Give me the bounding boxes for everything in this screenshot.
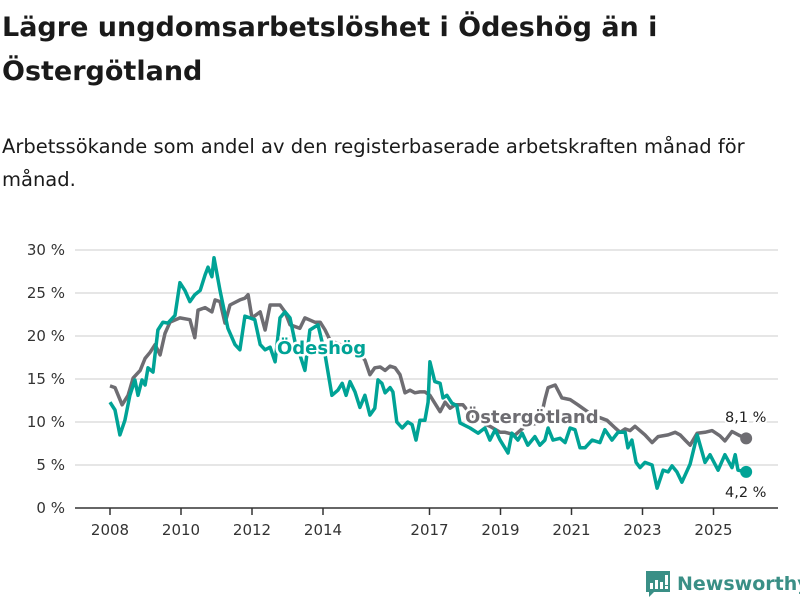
x-tick-label: 2010 xyxy=(162,521,200,539)
x-tick-label: 2023 xyxy=(623,521,661,539)
series-line-ostergotland xyxy=(109,292,747,447)
y-tick-label: 25 % xyxy=(27,284,65,302)
newsworthy-logo-icon xyxy=(646,571,670,597)
brand-name: Newsworthy xyxy=(677,573,800,595)
series-line-odeshog xyxy=(108,255,747,490)
end-label-ostergotland: 8,1 % xyxy=(725,410,766,426)
end-label-odeshog: 4,2 % xyxy=(725,485,766,501)
y-axis-ticks: 0 % 5 % 10 % 15 % 20 % 25 % 30 % xyxy=(27,241,65,517)
chart-title: Lägre ungdomsarbetslöshet i Ödeshög än i… xyxy=(2,12,658,87)
chart-subtitle: Arbetssökande som andel av den registerb… xyxy=(2,135,745,191)
x-tick-label: 2008 xyxy=(91,521,129,539)
y-tick-label: 15 % xyxy=(27,370,65,388)
y-tick-label: 30 % xyxy=(27,241,65,259)
x-tick-label: 2012 xyxy=(233,521,271,539)
series-lines xyxy=(108,255,753,490)
newsworthy-logo: Newsworthy xyxy=(645,570,800,598)
x-tick-label: 2017 xyxy=(410,521,448,539)
x-tick-label: 2025 xyxy=(694,521,732,539)
x-tick-label: 2021 xyxy=(552,521,590,539)
end-point-ostergotland xyxy=(740,432,753,445)
x-tick-label: 2014 xyxy=(304,521,342,539)
x-axis-ticks: 2008 2010 2012 2014 2017 2019 2021 2023 2025 xyxy=(91,508,733,539)
end-point-odeshog xyxy=(740,465,753,478)
y-tick-label: 20 % xyxy=(27,327,65,345)
label-ostergotland: Östergötland xyxy=(465,406,599,428)
y-tick-label: 10 % xyxy=(27,413,65,431)
x-tick-label: 2019 xyxy=(481,521,519,539)
label-odeshog: Ödeshög xyxy=(277,337,366,359)
gridlines xyxy=(75,249,778,466)
y-tick-label: 0 % xyxy=(36,499,65,517)
y-tick-label: 5 % xyxy=(36,456,65,474)
